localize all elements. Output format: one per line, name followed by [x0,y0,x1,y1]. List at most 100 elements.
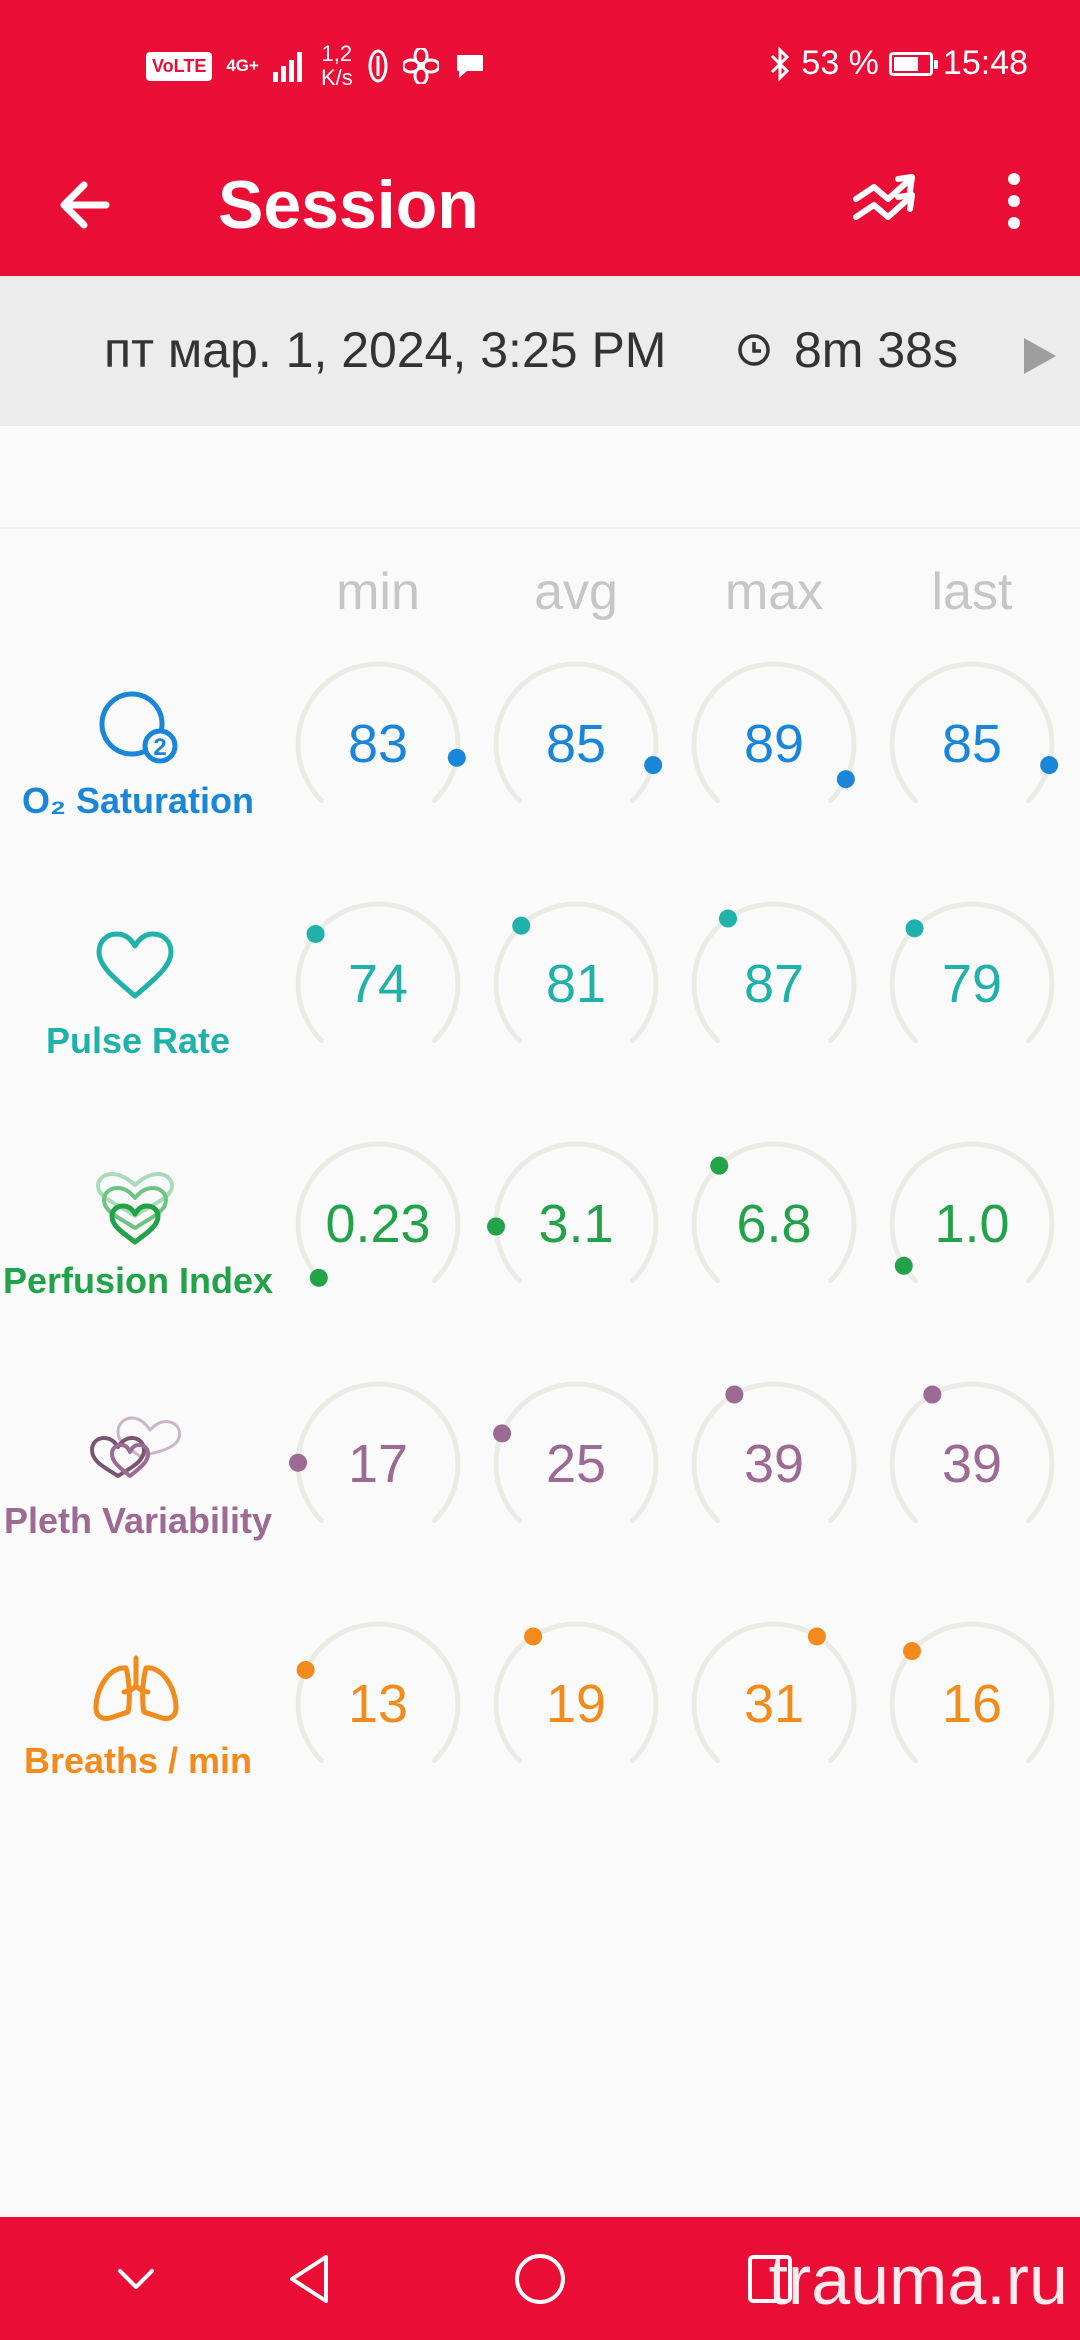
gauge-indicator-dot [487,1217,506,1236]
system-nav-bar [0,2217,1080,2340]
battery-percent: 53 % [801,44,879,82]
back-arrow-icon[interactable] [50,167,126,243]
gauge-indicator-dot [718,909,737,928]
gauge-o2-last: 85 [882,654,1062,834]
column-header-avg: avg [534,563,618,621]
gauge-indicator-dot [894,1256,913,1275]
bluetooth-icon [771,45,790,82]
status-left: VoLTE 4G+ 1,2 K/s [146,42,487,90]
gauge-indicator-dot [524,1627,543,1646]
gauge-indicator-dot [493,1424,512,1443]
status-right: 53 % 15:48 [769,44,1028,83]
gauge-track [691,1141,857,1284]
perfusion-index-label: Perfusion Index [2,1260,274,1301]
gauge-track [691,1621,857,1764]
gauge-indicator-dot [710,1156,729,1175]
svg-text:2: 2 [153,734,166,761]
gauge-pulse-max: 87 [684,894,864,1074]
battery-icon [888,51,938,76]
column-header-min: min [336,563,420,621]
gauge-indicator-dot [296,1660,315,1679]
gauge-track [889,1621,1055,1764]
session-info-bar: пт мар. 1, 2024, 3:25 PM 8m 38s [0,276,1080,426]
gauge-indicator-dot [905,919,924,938]
gauge-track [889,1381,1055,1524]
trends-chart-icon[interactable] [846,159,930,243]
status-bar: VoLTE 4G+ 1,2 K/s 53 % [0,0,1080,135]
fan-icon [402,48,439,84]
gauge-track [493,1621,659,1764]
app-bar: Session [0,135,1080,276]
gauge-rr-avg: 19 [486,1614,666,1794]
heart-icon [96,931,174,999]
home-circle-icon[interactable] [510,2249,570,2309]
o2-saturation-icon: 2 [99,691,178,764]
gauge-track [691,1381,857,1524]
gauge-track [493,661,659,804]
column-header-last: last [931,563,1013,621]
gauge-indicator-dot [807,1627,826,1646]
more-options-icon[interactable] [990,159,1038,243]
pleth-hearts-icon [90,1416,182,1478]
chevron-down-icon[interactable] [112,2261,160,2297]
net-speed: 1,2 K/s [320,41,353,90]
gauge-track [889,1141,1055,1284]
lungs-icon [93,1655,179,1721]
gauge-indicator-dot [306,924,325,943]
gauge-pvi-max: 39 [684,1374,864,1554]
gauge-pi-avg: 3.1 [486,1134,666,1314]
gauge-pvi-last: 39 [882,1374,1062,1554]
session-date: пт мар. 1, 2024, 3:25 PM [104,322,667,378]
app-notification-icon [368,49,388,83]
pleth-variability-label: Pleth Variability [3,1500,273,1541]
column-header-max: max [724,563,824,621]
gauge-pulse-min: 74 [288,894,468,1074]
network-type: 4G+ [226,56,259,75]
gauge-track [295,901,461,1044]
gauge-indicator-dot [836,770,855,789]
breaths-per-min-label: Breaths / min [23,1740,253,1781]
volte-badge: VoLTE [146,51,213,81]
session-duration: 8m 38s [794,322,958,378]
gauge-track [295,1621,461,1764]
gauge-indicator-dot [512,916,531,935]
gauge-indicator-dot [309,1268,328,1287]
gauge-indicator-dot [923,1385,942,1404]
gauge-indicator-dot [725,1385,744,1404]
watermark: trauma.ru [768,2241,1068,2319]
play-icon[interactable] [1016,334,1060,378]
gauge-rr-max: 31 [684,1614,864,1794]
gauge-track [493,1381,659,1524]
clock-icon [738,334,770,366]
gauge-pi-min: 0.23 [288,1134,468,1314]
back-triangle-icon[interactable] [282,2249,338,2309]
divider [0,527,1080,529]
chat-bubble-icon [456,55,483,78]
recents-square-icon[interactable] [744,2251,796,2307]
gauge-indicator-dot [289,1453,308,1472]
gauge-indicator-dot [1040,756,1059,775]
signal-icon [272,52,302,82]
gauge-o2-avg: 85 [486,654,666,834]
gauge-indicator-dot [644,756,663,775]
gauge-track [691,661,857,804]
o2-saturation-label: O₂ Saturation [21,780,254,821]
gauge-track [295,1141,461,1284]
gauge-indicator-dot [902,1642,921,1661]
gauge-pvi-avg: 25 [486,1374,666,1554]
page-title: Session [218,167,479,243]
gauge-rr-last: 16 [882,1614,1062,1794]
gauge-pulse-last: 79 [882,894,1062,1074]
gauge-o2-min: 83 [288,654,468,834]
gauge-pi-max: 6.8 [684,1134,864,1314]
gauge-track [493,901,659,1044]
gauge-track [889,661,1055,804]
gauge-pi-last: 1.0 [882,1134,1062,1314]
gauge-track [889,901,1055,1044]
gauge-track [691,901,857,1044]
gauge-o2-max: 89 [684,654,864,834]
pulse-rate-label: Pulse Rate [45,1020,231,1061]
layered-hearts-icon [96,1172,174,1245]
clock-time: 15:48 [942,44,1028,82]
gauge-rr-min: 13 [288,1614,468,1794]
